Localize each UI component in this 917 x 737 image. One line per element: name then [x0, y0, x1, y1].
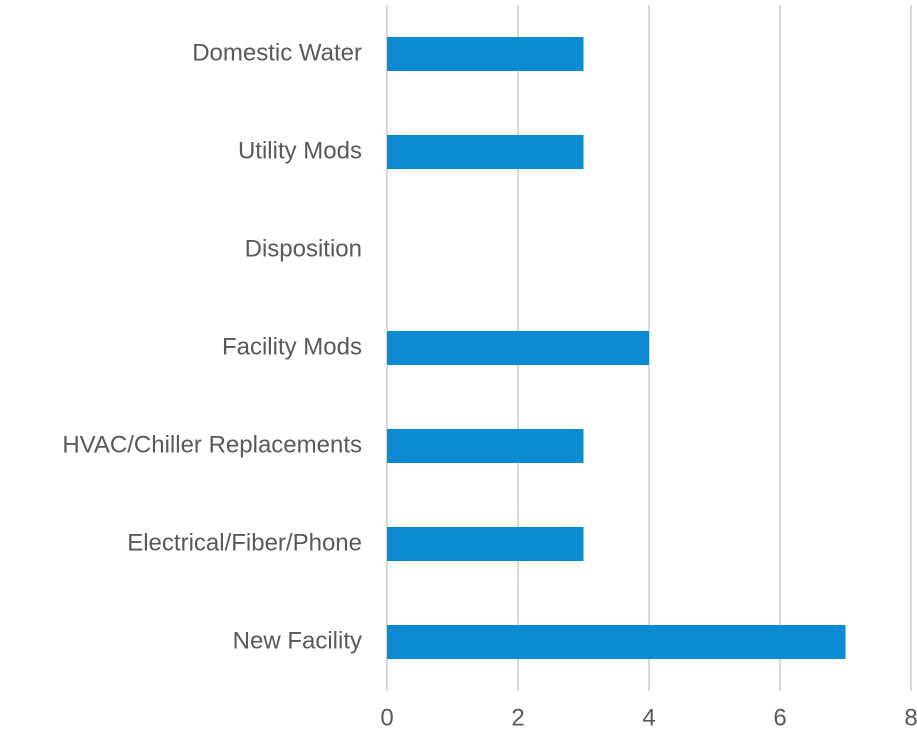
y-tick-label: Electrical/Fiber/Phone — [127, 529, 362, 556]
x-tick-label: 0 — [380, 704, 393, 731]
y-tick-label: Facility Mods — [222, 333, 362, 360]
bar — [387, 429, 584, 463]
bar — [387, 527, 584, 561]
y-tick-label: Disposition — [245, 235, 362, 262]
x-tick-label: 6 — [773, 704, 786, 731]
y-tick-label: HVAC/Chiller Replacements — [62, 431, 362, 458]
bar — [387, 135, 584, 169]
y-tick-label: Utility Mods — [238, 137, 362, 164]
bar — [387, 37, 584, 71]
bar — [387, 625, 846, 659]
x-tick-label: 4 — [642, 704, 655, 731]
x-tick-label: 8 — [904, 704, 917, 731]
y-tick-label: New Facility — [233, 627, 362, 654]
bar — [387, 331, 649, 365]
x-tick-label: 2 — [511, 704, 524, 731]
y-tick-label: Domestic Water — [192, 39, 362, 66]
